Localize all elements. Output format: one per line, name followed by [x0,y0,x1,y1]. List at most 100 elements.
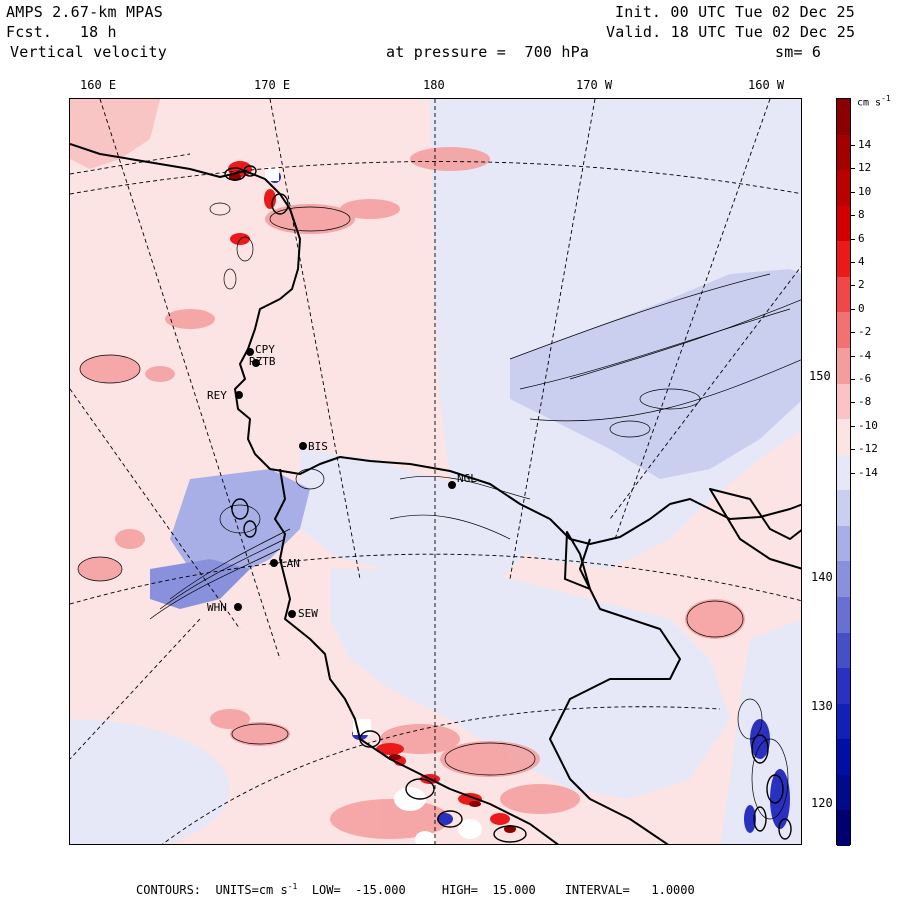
station-label-cpy: CPY [255,343,275,356]
init-time: Init. 00 UTC Tue 02 Dec 25 [615,3,855,21]
colorbar-units: cm s-1 [857,94,891,108]
colorbar-swatch [837,561,850,598]
station-label-lan: LAN [280,557,300,570]
meridian-150w [609,265,801,520]
contour-5 [639,388,701,410]
station-dot-whn [234,603,242,611]
colorbar-swatch [837,703,850,740]
colorbar-tick-mark [851,168,855,170]
region-light-blue-shelf [300,449,540,579]
colorbar-swatch [837,668,850,705]
contour-2 [519,308,791,390]
red-cells [228,161,510,825]
station-dot-bis [299,442,307,450]
contour-4 [569,299,801,380]
colorbar-swatch [837,454,850,491]
colorbar-tick-mark [851,308,855,310]
lat-line-3 [70,553,801,605]
colorbar-tick-label: -12 [858,442,878,456]
colorbar-tick-mark [851,262,855,263]
colorbar-swatch [837,312,850,349]
colorbar-swatch [837,490,850,527]
dark-red-cells [229,173,516,833]
colorbar-swatch [837,419,850,456]
colorbar-tick-label: 14 [858,138,872,151]
contour-14 [269,206,351,232]
region-light-blue-plateau [330,569,730,799]
lat-line-2 [70,161,801,195]
colorbar-tick-label: 4 [858,255,865,268]
forecast-value: 18 h [79,23,117,41]
contour-11 [149,548,281,620]
station-dot-sew [288,610,296,618]
colorbar-tick-mark [851,472,855,474]
coast-south-victoria [274,468,559,844]
contour-15 [231,723,289,745]
meridian-160w [614,99,771,540]
pressure-level: at pressure = 700 hPa [386,43,590,61]
colorbar-tick-label: -8 [858,395,872,409]
contour-20 [223,268,237,290]
island-roosevelt [564,531,591,590]
meridian-extra [70,388,241,630]
meridian-170e [269,99,361,580]
contour-19 [236,236,254,262]
region-blue-stripe [150,559,250,609]
lat-line-4 [161,706,721,844]
station-dot-rztb [252,359,260,367]
colorbar-tick-mark [851,332,855,334]
colorbar-tick-label: -4 [858,348,872,362]
contour-8 [389,514,511,540]
contour-3 [529,359,801,422]
colorbar-tick-label: 12 [858,161,872,175]
contour-12 [79,354,141,384]
colorbar-tick-mark [851,145,855,146]
footer-contours: CONTOURS: UNITS=cm s-1 LOW= -15.000 HIGH… [136,882,695,897]
station-dot-ngl [448,481,456,489]
colorbar-swatch [837,739,850,776]
colorbar-units-text: cm s [857,97,882,109]
station-label-sew: SEW [298,607,318,620]
field-name: Vertical velocity [10,43,167,61]
coast-marie-byrd [709,488,801,570]
colorbar-tick-label: -10 [858,418,878,432]
colorbar-tick-label: -2 [858,325,872,339]
colorbar-swatch [837,632,850,669]
colorbar-tick-label: 6 [858,231,865,245]
contour-21 [295,468,325,490]
station-label-bis: BIS [308,440,328,453]
map-panel [69,98,802,845]
colorbar-tick-mark [851,449,855,451]
colorbar-swatch [837,134,850,171]
pink-patches [78,147,745,839]
white-patches [70,167,482,844]
colorbar-swatch [837,276,850,313]
colorbar [836,98,851,847]
meridian-extra-2 [70,618,201,760]
forecast-hour: Fcst. 18 h [6,24,117,41]
contour-24 [737,698,763,740]
colorbar-tick-mark [851,355,855,357]
station-dot-rey [235,391,243,399]
colorbar-tick-mark [851,402,855,404]
colorbar-tick-label: 8 [858,208,865,222]
forecast-label: Fcst. [6,23,53,41]
contours [77,202,801,820]
meridian-170w [509,99,596,580]
colorbar-swatch [837,597,850,634]
colorbar-tick-label: 10 [858,184,872,198]
station-dot-lan [270,559,278,567]
colorbar-tick-mark [851,191,855,193]
colorbar-tick-mark [851,425,855,427]
contour-13 [77,556,123,582]
model-title: AMPS 2.67-km MPAS [6,3,163,21]
contour-10 [159,538,286,610]
contour-23 [751,738,789,820]
colorbar-tick-mark [851,215,855,217]
contour-17 [444,742,536,776]
colorbar-swatch [837,170,850,207]
footer-label: CONTOURS: UNITS=cm s [136,883,288,897]
colorbar-swatch [837,348,850,385]
colorbar-tick-label: 0 [858,301,865,315]
colorbar-tick-mark [851,285,855,287]
